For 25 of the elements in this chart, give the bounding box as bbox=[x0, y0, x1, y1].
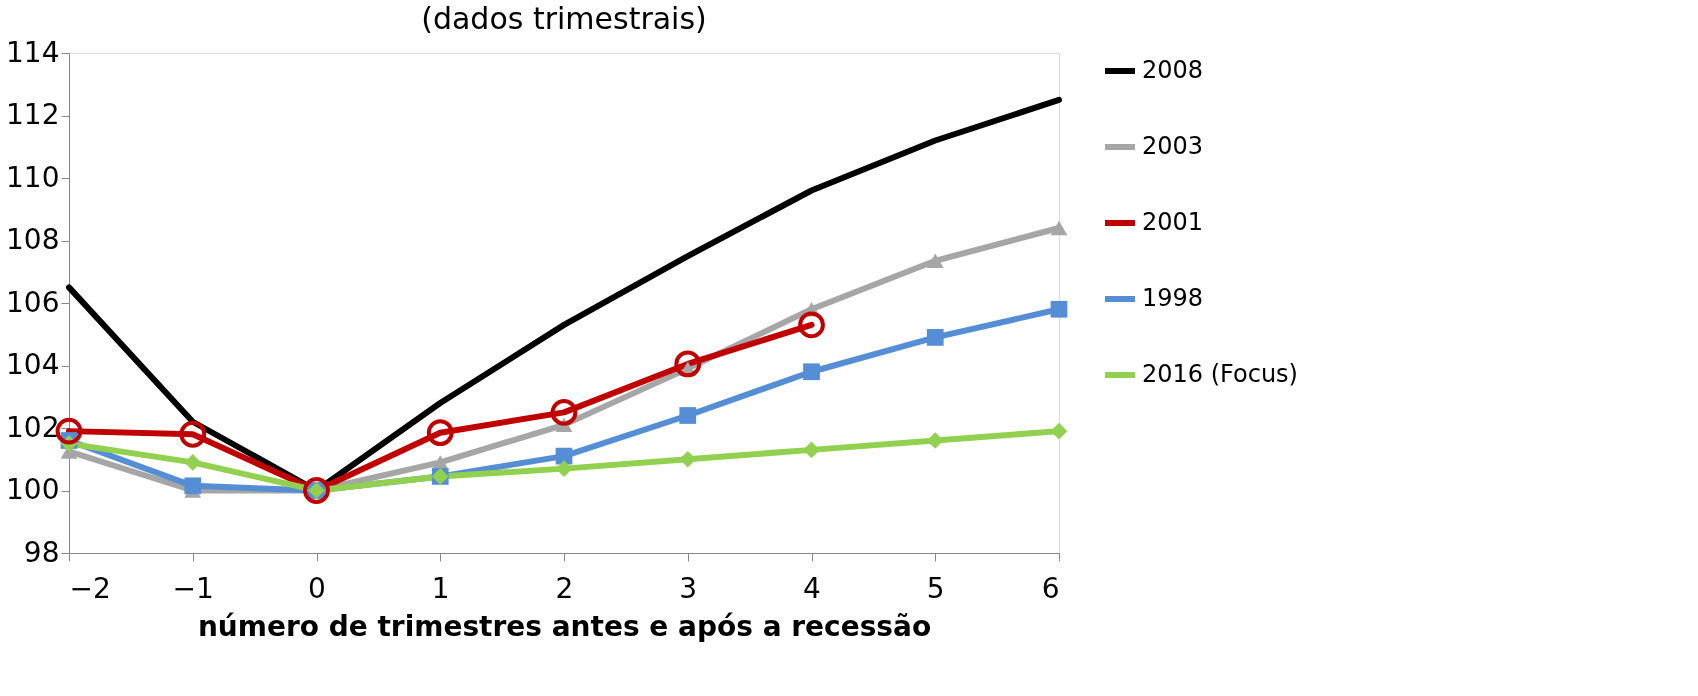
chart-subtitle: (dados trimestrais) bbox=[421, 1, 707, 36]
y-tick-label: 100 bbox=[6, 473, 60, 506]
x-axis-title: número de trimestres antes e após a recessão bbox=[197, 609, 932, 643]
x-tick-label: 6 bbox=[1041, 571, 1060, 605]
x-tick-label: 4 bbox=[803, 571, 821, 605]
legend-label: 2008 bbox=[1142, 56, 1204, 84]
y-tick-label: 102 bbox=[6, 410, 60, 444]
legend-label: 1998 bbox=[1142, 284, 1204, 312]
legend-label: 2016 (Focus) bbox=[1142, 360, 1298, 388]
legend-label: 2001 bbox=[1142, 208, 1204, 236]
x-tick-label: 1 bbox=[431, 571, 450, 605]
x-tick-label: 2 bbox=[555, 571, 574, 605]
x-tick-label: 3 bbox=[679, 571, 698, 605]
y-tick-label: 108 bbox=[6, 223, 60, 256]
x-tick-label: −2 bbox=[69, 571, 111, 605]
y-tick-label: 114 bbox=[6, 35, 60, 69]
y-tick-label: 104 bbox=[6, 348, 60, 381]
x-tick-label: −1 bbox=[172, 571, 214, 605]
y-tick-label: 112 bbox=[6, 98, 60, 131]
x-tick-label: 0 bbox=[308, 571, 326, 605]
legend-label: 2003 bbox=[1142, 132, 1204, 160]
y-tick-label: 106 bbox=[6, 285, 60, 319]
y-tick-label: 110 bbox=[6, 160, 60, 194]
y-tick-label: 98 bbox=[23, 535, 60, 569]
x-tick-label: 5 bbox=[926, 571, 945, 605]
